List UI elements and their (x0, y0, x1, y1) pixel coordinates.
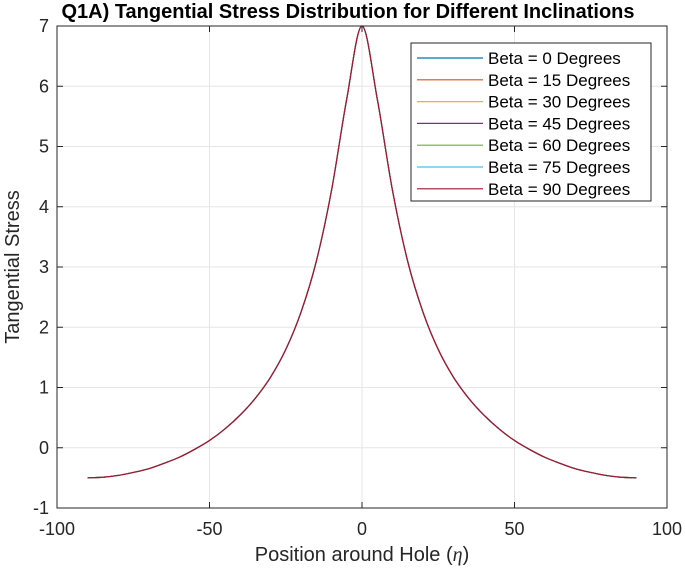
legend: Beta = 0 Degrees Beta = 15 Degrees Beta = … (410, 42, 652, 202)
legend-box (410, 42, 652, 202)
legend-label-1: Beta = 15 Degrees (488, 71, 630, 90)
chart-title: Q1A) Tangential Stress Distribution for … (61, 1, 634, 23)
y-tick-label: 2 (39, 317, 49, 337)
legend-label-4: Beta = 60 Degrees (488, 136, 630, 155)
legend-label-6: Beta = 90 Degrees (488, 180, 630, 199)
x-tick-label: 100 (652, 519, 682, 539)
legend-label-5: Beta = 75 Degrees (488, 158, 630, 177)
y-tick-label: -1 (33, 498, 49, 518)
y-tick-label: 1 (39, 378, 49, 398)
y-tick-label: 5 (39, 137, 49, 157)
legend-label-2: Beta = 30 Degrees (488, 93, 630, 112)
x-tick-label: -100 (39, 519, 75, 539)
x-tick-label: 50 (504, 519, 524, 539)
x-axis-label-symbol: η (453, 544, 463, 566)
x-axis-label-text: Position around Hole ( (255, 544, 453, 566)
y-tick-label: 3 (39, 257, 49, 277)
x-axis-label: Position around Hole (η) (255, 544, 469, 566)
y-tick-label: 6 (39, 76, 49, 96)
y-tick-label: 4 (39, 197, 49, 217)
legend-label-3: Beta = 45 Degrees (488, 114, 630, 133)
x-tick-label: 0 (357, 519, 367, 539)
legend-label-0: Beta = 0 Degrees (488, 49, 621, 68)
axis-ticks (56, 25, 668, 509)
y-axis-label: Tangential Stress (2, 190, 24, 343)
tick-labels: -100 -50 0 50 100 -1 0 1 2 3 4 5 6 7 (33, 16, 682, 539)
x-tick-label: -50 (196, 519, 222, 539)
x-axis-label-close: ) (463, 544, 470, 566)
legend-items: Beta = 0 Degrees Beta = 15 Degrees Beta = … (417, 49, 630, 199)
y-tick-label: 7 (39, 16, 49, 36)
y-tick-label: 0 (39, 438, 49, 458)
